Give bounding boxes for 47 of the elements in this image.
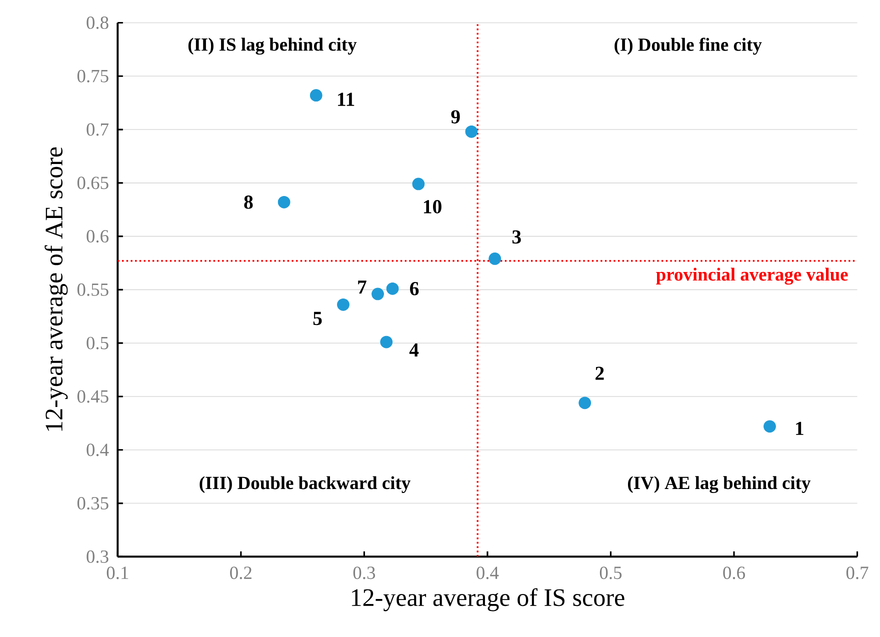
- annotation: (IV) AE lag behind city: [628, 476, 811, 494]
- annotation: 11: [338, 92, 354, 106]
- y-tick-label: 0.55: [77, 284, 108, 296]
- y-tick-label: 0.5: [86, 336, 108, 350]
- x-tick-label: 0.7: [846, 566, 868, 580]
- annotation: 3: [512, 230, 521, 244]
- point: [380, 336, 393, 348]
- annotation: 1: [796, 422, 804, 436]
- y-tick-label: 0.8: [86, 16, 108, 30]
- annotation: (II) IS lag behind city: [188, 38, 357, 55]
- y-tick-label: 0.35: [77, 497, 108, 510]
- annotation: 4: [409, 344, 419, 357]
- annotation: (I) Double fine city: [614, 38, 762, 55]
- point: [764, 420, 776, 433]
- x-tick-label: 0.4: [476, 566, 499, 580]
- y-tick-label: 0.4: [86, 444, 109, 456]
- ref-line-label: provincial average value: [656, 268, 848, 285]
- annotation: 2: [596, 366, 604, 380]
- x-tick-label: 0.2: [230, 566, 252, 580]
- annotation: 7: [358, 280, 366, 294]
- y-tick-label: 0.65: [77, 176, 108, 190]
- y-tick-label: 0.3: [86, 550, 108, 564]
- annotation: (III) Double backward city: [200, 476, 410, 494]
- y-tick-label: 0.7: [86, 123, 109, 136]
- x-tick-label: 0.5: [600, 566, 622, 580]
- annotation: 8: [244, 196, 253, 209]
- y-tick-label: 0.45: [77, 390, 108, 403]
- point: [310, 89, 322, 102]
- x-tick-label: 0.1: [106, 566, 128, 580]
- x-tick-label: 0.3: [353, 566, 376, 580]
- x-tick-label: 0.6: [723, 566, 745, 580]
- annotation: 10: [424, 200, 442, 214]
- annotation: 6: [410, 282, 419, 296]
- point: [386, 282, 399, 295]
- point: [488, 252, 502, 266]
- annotation: 9: [451, 110, 460, 124]
- point: [578, 396, 592, 410]
- point: [337, 298, 350, 311]
- point: [465, 126, 478, 138]
- y-axis-title: 12-year average of AE score: [44, 147, 68, 431]
- annotation: 5: [313, 312, 322, 326]
- point: [372, 288, 384, 300]
- x-axis-title: 12-year average of IS score: [352, 588, 624, 612]
- point: [412, 178, 425, 190]
- y-tick-label: 0.6: [86, 230, 109, 243]
- point: [278, 196, 290, 208]
- y-tick-label: 0.75: [77, 70, 108, 83]
